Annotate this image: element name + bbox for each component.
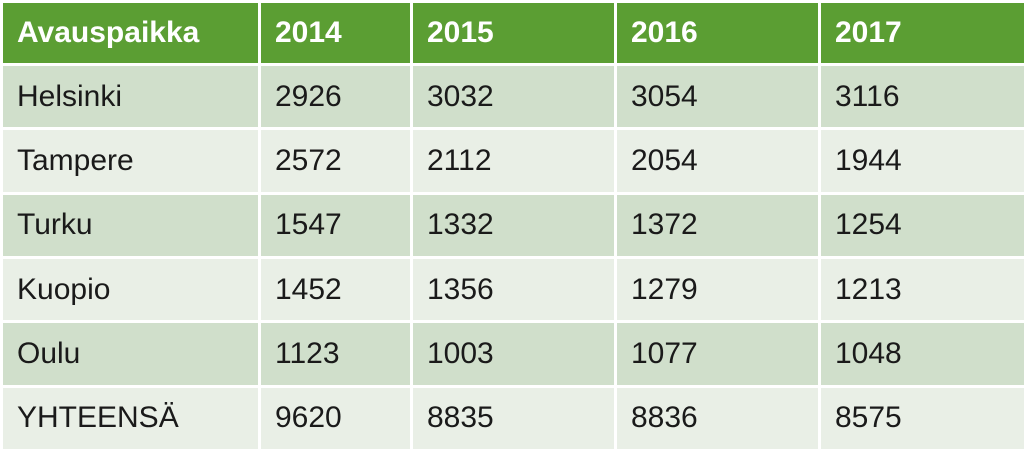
table-row: Kuopio 1452 1356 1279 1213 [0,255,1024,324]
cell: 1123 [258,320,413,388]
cell: 1332 [410,191,617,259]
cell: 1213 [818,255,1024,324]
cell: 1048 [818,320,1024,388]
row-label: Helsinki [0,62,261,131]
cell: 3054 [614,62,821,131]
header-cell: 2015 [410,0,617,66]
cell: 8575 [818,384,1024,452]
row-label: Kuopio [0,255,261,324]
cell: 2572 [258,127,413,195]
cell: 3116 [818,62,1024,131]
table-row: Turku 1547 1332 1372 1254 [0,191,1024,259]
cell: 2112 [410,127,617,195]
table-row: YHTEENSÄ 9620 8835 8836 8575 [0,384,1024,452]
cell: 9620 [258,384,413,452]
cell: 8836 [614,384,821,452]
cell: 2054 [614,127,821,195]
row-label: YHTEENSÄ [0,384,261,452]
cell: 1944 [818,127,1024,195]
header-row: Avauspaikka 2014 2015 2016 2017 [0,0,1024,66]
header-cell: 2016 [614,0,821,66]
cell: 1356 [410,255,617,324]
header-cell: 2014 [258,0,413,66]
header-cell: Avauspaikka [0,0,261,66]
cell: 3032 [410,62,617,131]
cell: 1279 [614,255,821,324]
cell: 1452 [258,255,413,324]
cell: 1372 [614,191,821,259]
row-label: Oulu [0,320,261,388]
cell: 1254 [818,191,1024,259]
cell: 8835 [410,384,617,452]
cell: 1003 [410,320,617,388]
cell: 1077 [614,320,821,388]
header-cell: 2017 [818,0,1024,66]
table-row: Oulu 1123 1003 1077 1048 [0,320,1024,388]
row-label: Tampere [0,127,261,195]
cell: 2926 [258,62,413,131]
row-label: Turku [0,191,261,259]
table-row: Tampere 2572 2112 2054 1944 [0,127,1024,195]
table-row: Helsinki 2926 3032 3054 3116 [0,62,1024,131]
cell: 1547 [258,191,413,259]
table-body: Helsinki 2926 3032 3054 3116 Tampere 2572 2112 2… [0,62,1024,452]
